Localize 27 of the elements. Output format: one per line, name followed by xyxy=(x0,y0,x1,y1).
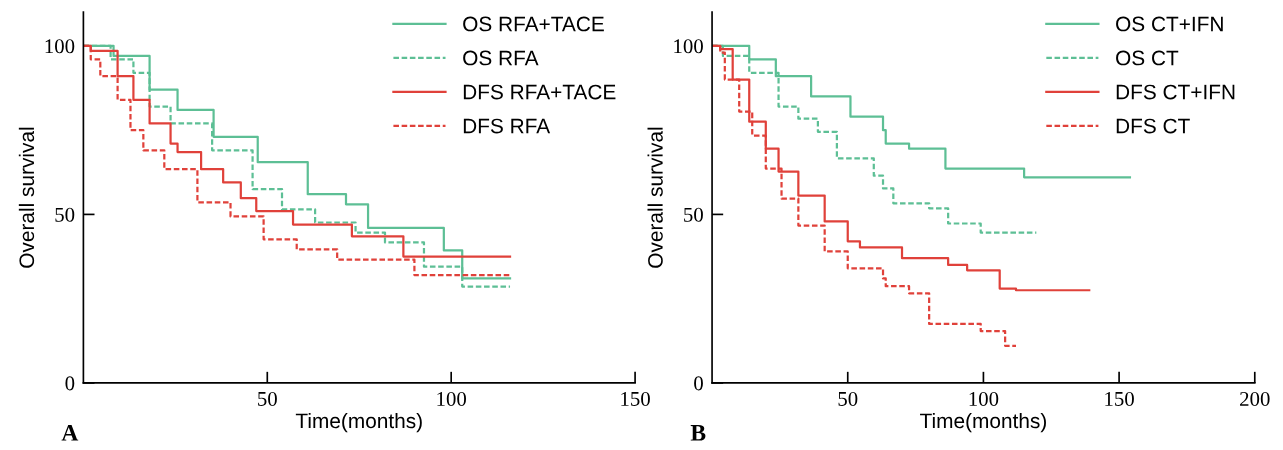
y-tick-label: 50 xyxy=(684,207,703,222)
x-tick-label: 50 xyxy=(838,391,858,406)
y-axis-title: Overall survival xyxy=(647,127,663,268)
x-tick-label: 150 xyxy=(621,391,650,406)
legend-label: DFS CT+IFN xyxy=(1116,84,1235,100)
y-tick-label: 100 xyxy=(674,39,703,54)
x-axis-title: Time(months) xyxy=(920,412,1046,433)
legend-label: DFS CT xyxy=(1116,118,1190,134)
y-tick-label: 100 xyxy=(45,39,75,54)
x-tick-label: 200 xyxy=(1240,391,1270,406)
x-tick-label: 100 xyxy=(437,391,467,406)
legend-label: OS CT xyxy=(1116,50,1179,66)
y-axis-title: Overall survival xyxy=(18,127,35,268)
y-tick-label: 0 xyxy=(694,376,703,391)
legend-label: DFS RFA xyxy=(463,118,551,134)
x-tick-label: 150 xyxy=(1105,391,1134,406)
x-axis-title: Time(months) xyxy=(295,412,422,433)
legend-label: DFS RFA+TACE xyxy=(463,84,616,100)
x-tick-label: 100 xyxy=(969,391,999,406)
legend-label: OS RFA+TACE xyxy=(463,16,604,32)
y-tick-label: 50 xyxy=(55,207,75,222)
y-tick-label: 0 xyxy=(65,376,75,391)
x-tick-label: 50 xyxy=(258,391,277,406)
text: A xyxy=(61,424,79,441)
text: B xyxy=(690,425,706,441)
legend-label: OS RFA xyxy=(463,50,539,66)
legend-label: OS CT+IFN xyxy=(1116,16,1223,32)
